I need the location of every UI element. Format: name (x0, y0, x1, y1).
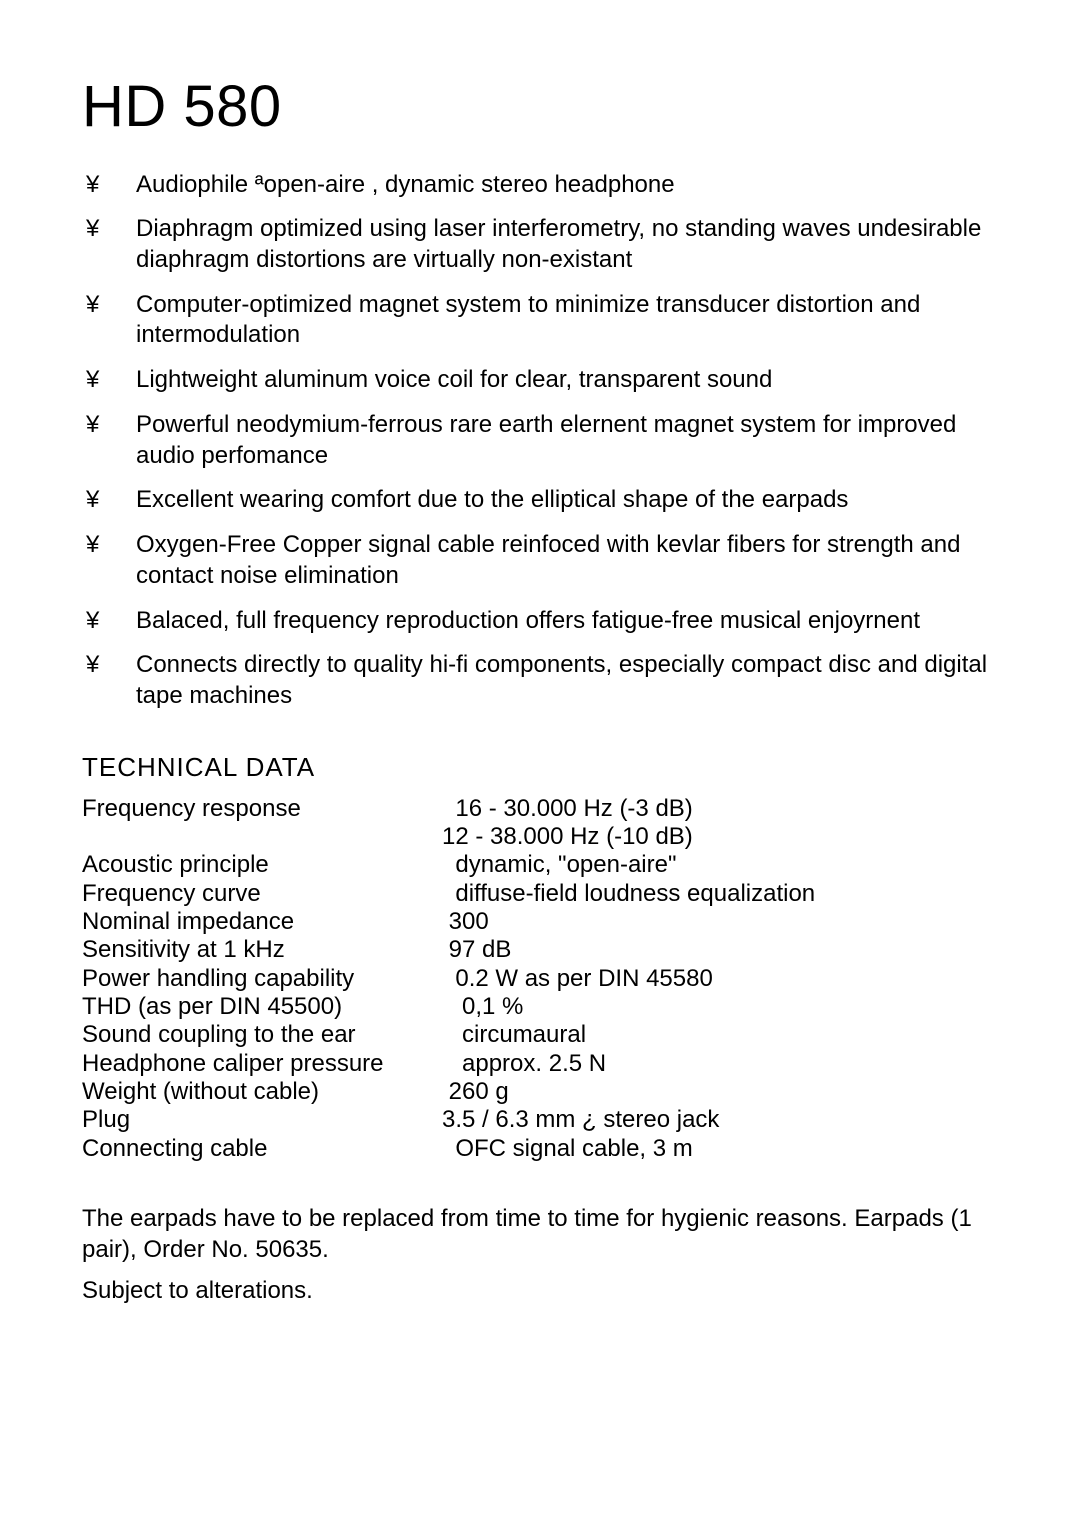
bullet-text: Powerful neodymium-ferrous rare earth el… (136, 410, 998, 471)
bullet-text: Lightweight aluminum voice coil for clea… (136, 365, 998, 396)
tech-value: 300 (442, 908, 998, 936)
feature-bullet: ¥Lightweight aluminum voice coil for cle… (86, 365, 998, 396)
feature-bullet: ¥Powerful neodymium-ferrous rare earth e… (86, 410, 998, 471)
tech-label: Sensitivity at 1 kHz (82, 936, 442, 964)
tech-value: 3.5 / 6.3 mm ¿ stereo jack (442, 1106, 998, 1134)
tech-value: 0.2 W as per DIN 45580 (442, 965, 998, 993)
tech-value: 97 dB (442, 936, 998, 964)
feature-bullet: ¥Excellent wearing comfort due to the el… (86, 485, 998, 516)
feature-bullets: ¥Audiophile ªopen-aire , dynamic stereo … (86, 170, 998, 712)
tech-row: Acoustic principle dynamic, "open-aire" (82, 851, 998, 879)
tech-row: Sensitivity at 1 kHz 97 dB (82, 936, 998, 964)
tech-row: Weight (without cable) 260 g (82, 1078, 998, 1106)
bullet-marker: ¥ (86, 214, 136, 275)
tech-row: Plug3.5 / 6.3 mm ¿ stereo jack (82, 1106, 998, 1134)
tech-value: approx. 2.5 N (442, 1050, 998, 1078)
bullet-marker: ¥ (86, 530, 136, 591)
tech-row: THD (as per DIN 45500) 0,1 % (82, 993, 998, 1021)
tech-data-heading: TECHNICAL DATA (82, 752, 998, 783)
feature-bullet: ¥Oxygen-Free Copper signal cable reinfoc… (86, 530, 998, 591)
tech-label: Frequency curve (82, 880, 442, 908)
tech-value: 16 - 30.000 Hz (-3 dB) 12 - 38.000 Hz (-… (442, 795, 998, 852)
bullet-text: Diaphragm optimized using laser interfer… (136, 214, 998, 275)
tech-label: Connecting cable (82, 1135, 442, 1163)
tech-row: Power handling capability 0.2 W as per D… (82, 965, 998, 993)
bullet-marker: ¥ (86, 170, 136, 201)
bullet-marker: ¥ (86, 410, 136, 471)
footer-notes: The earpads have to be replaced from tim… (82, 1203, 998, 1307)
tech-row: Connecting cable OFC signal cable, 3 m (82, 1135, 998, 1163)
tech-row: Nominal impedance 300 (82, 908, 998, 936)
tech-label: Nominal impedance (82, 908, 442, 936)
feature-bullet: ¥Connects directly to quality hi-fi comp… (86, 650, 998, 711)
tech-value: OFC signal cable, 3 m (442, 1135, 998, 1163)
tech-row: Frequency response 16 - 30.000 Hz (-3 dB… (82, 795, 998, 852)
tech-data-table: Frequency response 16 - 30.000 Hz (-3 dB… (82, 795, 998, 1163)
bullet-marker: ¥ (86, 650, 136, 711)
tech-label: Acoustic principle (82, 851, 442, 879)
bullet-marker: ¥ (86, 485, 136, 516)
tech-label: Power handling capability (82, 965, 442, 993)
bullet-text: Oxygen-Free Copper signal cable reinfoce… (136, 530, 998, 591)
tech-label: Headphone caliper pressure (82, 1050, 442, 1078)
tech-value: 260 g (442, 1078, 998, 1106)
tech-label: Frequency response (82, 795, 442, 852)
note-alterations: Subject to alterations. (82, 1275, 998, 1306)
page: HD 580 ¥Audiophile ªopen-aire , dynamic … (0, 0, 1080, 1528)
bullet-text: Computer-optimized magnet system to mini… (136, 290, 998, 351)
feature-bullet: ¥Diaphragm optimized using laser interfe… (86, 214, 998, 275)
tech-row: Frequency curve diffuse-field loudness e… (82, 880, 998, 908)
bullet-text: Audiophile ªopen-aire , dynamic stereo h… (136, 170, 998, 201)
tech-label: THD (as per DIN 45500) (82, 993, 442, 1021)
tech-value: dynamic, "open-aire" (442, 851, 998, 879)
bullet-text: Balaced, full frequency reproduction off… (136, 606, 998, 637)
feature-bullet: ¥Balaced, full frequency reproduction of… (86, 606, 998, 637)
bullet-marker: ¥ (86, 606, 136, 637)
tech-label: Sound coupling to the ear (82, 1021, 442, 1049)
feature-bullet: ¥Audiophile ªopen-aire , dynamic stereo … (86, 170, 998, 201)
bullet-text: Excellent wearing comfort due to the ell… (136, 485, 998, 516)
feature-bullet: ¥Computer-optimized magnet system to min… (86, 290, 998, 351)
tech-value: circumaural (442, 1021, 998, 1049)
tech-value: diffuse-field loudness equalization (442, 880, 998, 908)
tech-value: 0,1 % (442, 993, 998, 1021)
tech-row: Headphone caliper pressure approx. 2.5 N (82, 1050, 998, 1078)
tech-row: Sound coupling to the ear circumaural (82, 1021, 998, 1049)
product-title: HD 580 (82, 72, 998, 142)
bullet-marker: ¥ (86, 365, 136, 396)
bullet-marker: ¥ (86, 290, 136, 351)
note-earpads: The earpads have to be replaced from tim… (82, 1203, 998, 1265)
bullet-text: Connects directly to quality hi-fi compo… (136, 650, 998, 711)
tech-label: Plug (82, 1106, 442, 1134)
tech-label: Weight (without cable) (82, 1078, 442, 1106)
